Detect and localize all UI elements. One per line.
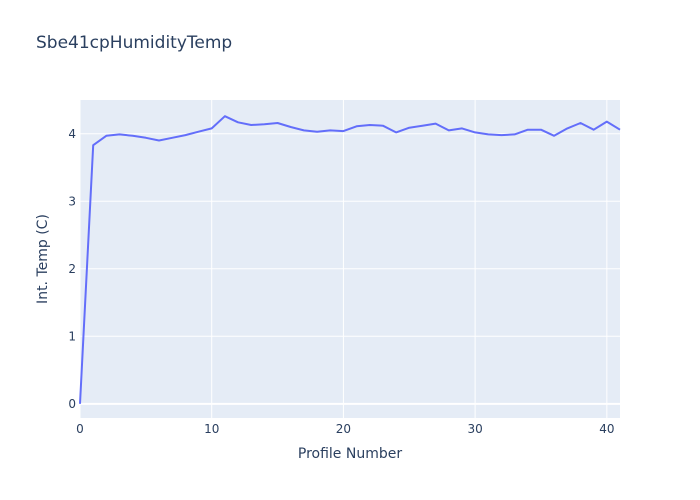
x-gridlines <box>79 100 608 418</box>
y-gridlines <box>80 133 620 405</box>
y-tick-label: 4 <box>68 127 76 141</box>
y-tick-label: 0 <box>68 397 76 411</box>
x-tick-label: 0 <box>76 422 84 436</box>
x-tick-label: 40 <box>599 422 614 436</box>
x-tick-label: 10 <box>204 422 219 436</box>
y-axis-title: Int. Temp (C) <box>35 214 51 304</box>
x-tick-label: 20 <box>336 422 351 436</box>
chart-title: Sbe41cpHumidityTemp <box>36 33 232 53</box>
y-tick-label: 1 <box>68 329 76 343</box>
y-tick-labels: 0 1 2 3 4 <box>68 127 76 411</box>
temperature-line-series <box>79 115 621 404</box>
y-tick-label: 3 <box>68 194 76 208</box>
x-axis-title: Profile Number <box>298 446 402 462</box>
plot-background[interactable] <box>80 100 620 418</box>
x-tick-labels: 0 10 20 30 40 <box>76 422 614 436</box>
x-tick-label: 30 <box>467 422 482 436</box>
y-tick-label: 2 <box>68 262 76 276</box>
